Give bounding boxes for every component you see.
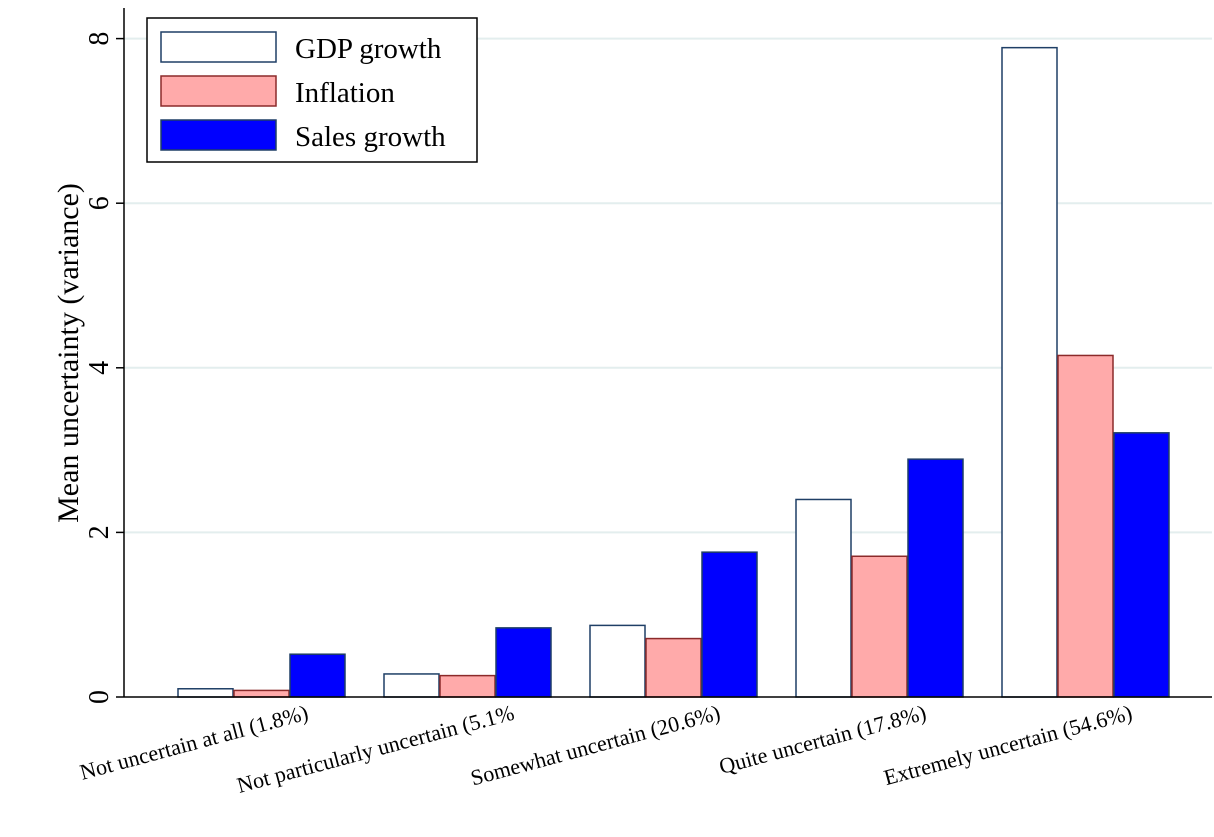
legend-swatch-inflation bbox=[160, 75, 277, 107]
x-axis-category-labels: Not uncertain at all (1.8%)Not particula… bbox=[77, 700, 1135, 798]
bar-inflation-1 bbox=[233, 689, 290, 698]
bar-gdp-growth-1 bbox=[177, 688, 234, 698]
legend-swatch-sales-growth bbox=[160, 119, 277, 151]
bar-gdp-growth-2 bbox=[383, 673, 440, 698]
bars bbox=[177, 46, 1170, 698]
legend: GDP growth Inflation Sales growth bbox=[146, 17, 478, 163]
y-tick-label: 0 bbox=[84, 690, 115, 704]
y-tick-label: 6 bbox=[84, 196, 115, 210]
bar-inflation-4 bbox=[851, 555, 908, 698]
y-axis-ticks: 0 2 4 6 8 bbox=[84, 32, 124, 704]
legend-swatch-gdp-growth bbox=[160, 31, 277, 63]
bar-gdp-growth-5 bbox=[1001, 46, 1058, 698]
bar-sales-growth-5 bbox=[1113, 432, 1170, 698]
y-axis-title: Mean uncertainty (variance) bbox=[52, 183, 85, 523]
bar-sales-growth-4 bbox=[907, 458, 964, 698]
bar-sales-growth-3 bbox=[701, 551, 758, 698]
bar-inflation-5 bbox=[1057, 354, 1114, 698]
bar-inflation-2 bbox=[439, 674, 496, 698]
bar-sales-growth-2 bbox=[495, 627, 552, 698]
legend-label-gdp-growth: GDP growth bbox=[295, 33, 442, 65]
y-tick-label: 2 bbox=[84, 525, 115, 539]
legend-label-sales-growth: Sales growth bbox=[295, 121, 446, 153]
bar-gdp-growth-4 bbox=[795, 498, 852, 698]
y-tick-label: 8 bbox=[84, 32, 115, 46]
bar-gdp-growth-3 bbox=[589, 624, 646, 698]
legend-label-inflation: Inflation bbox=[295, 77, 395, 109]
y-tick-label: 4 bbox=[84, 361, 115, 375]
bar-sales-growth-1 bbox=[289, 653, 346, 698]
bar-inflation-3 bbox=[645, 637, 702, 698]
